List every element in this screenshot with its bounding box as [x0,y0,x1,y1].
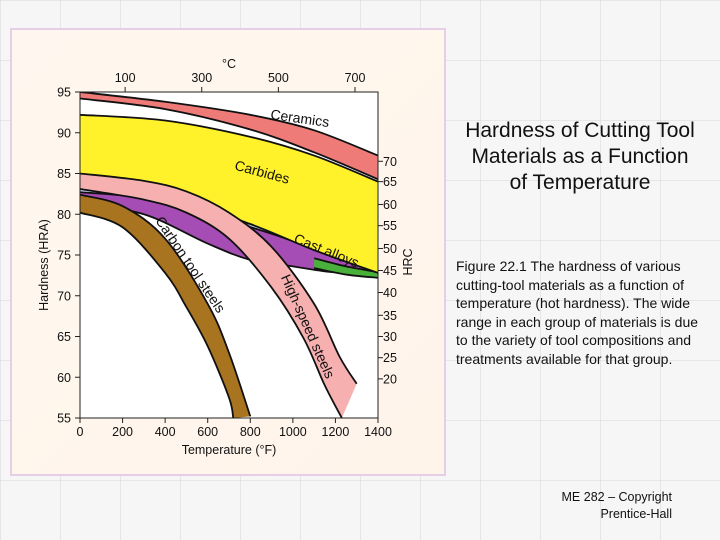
right-axis: 70 65 60 55 50 45 40 35 30 25 20 HRC [378,155,415,386]
right-tick-label: 70 [383,155,397,169]
high-speed-steels-upper-edge [80,172,358,385]
x-axis: 0 200 400 600 800 1000 1200 1400 Temperature (°F… [77,418,392,457]
right-tick-label: 55 [383,219,397,233]
x-tick-label: 800 [240,425,261,439]
right-tick-label: 30 [383,330,397,344]
x-axis-title: Temperature (°F) [182,443,277,457]
ceramics-lower-edge [80,97,378,181]
y-tick-label: 90 [57,126,71,140]
y-tick-label: 75 [57,249,71,263]
carbon-tool-steels-lower-edge [80,211,235,418]
right-tick-label: 45 [383,264,397,278]
x-tick-label: 1400 [364,425,392,439]
right-tick-label: 65 [383,175,397,189]
y-tick-label: 65 [57,330,71,344]
plot-bands [80,92,378,418]
y-tick-label: 55 [57,412,71,426]
y-tick-label: 70 [57,289,71,303]
right-tick-label: 40 [383,286,397,300]
footer-line-1: ME 282 – Copyright [561,490,672,504]
y-tick-label: 85 [57,167,71,181]
y-axis: 55 60 65 70 75 80 85 90 95 Hardness (HRA) [37,86,80,426]
high-speed-steels-lower-edge [80,188,343,418]
right-tick-label: 50 [383,242,397,256]
right-tick-label: 60 [383,198,397,212]
x-tick-label: 600 [197,425,218,439]
carbides-band [80,114,378,273]
ceramics-band [80,92,378,180]
right-tick-label: 25 [383,351,397,365]
top-tick-label: 700 [345,71,366,85]
slide-title: Hardness of Cutting Tool Materials as a … [465,119,695,194]
right-tick-label: 35 [383,309,397,323]
top-tick-label: 100 [115,71,136,85]
footer-line-2: Prentice-Hall [600,507,672,521]
x-tick-label: 1000 [279,425,307,439]
top-tick-label: 300 [191,71,212,85]
y-axis-title: Hardness (HRA) [37,219,51,311]
top-tick-label: 500 [268,71,289,85]
footer-copyright: ME 282 – Copyright Prentice-Hall [520,489,672,523]
y-tick-label: 60 [57,371,71,385]
green-range-lower-edge [313,267,378,279]
x-tick-label: 1200 [322,425,350,439]
carbides-upper-edge [80,113,378,183]
figure-caption: Figure 22.1 The hardness of various cutt… [456,258,699,367]
y-tick-label: 95 [57,86,71,100]
x-tick-label: 200 [112,425,133,439]
x-tick-label: 0 [77,425,84,439]
ceramics-upper-edge [80,92,378,157]
x-tick-label: 400 [155,425,176,439]
right-axis-title: HRC [401,248,415,275]
carbon-tool-steels-upper-edge [80,193,252,417]
top-axis-title: °C [222,57,236,71]
top-axis: 100 300 500 700 °C [115,57,366,92]
y-tick-label: 80 [57,208,71,222]
right-tick-label: 20 [383,372,397,386]
